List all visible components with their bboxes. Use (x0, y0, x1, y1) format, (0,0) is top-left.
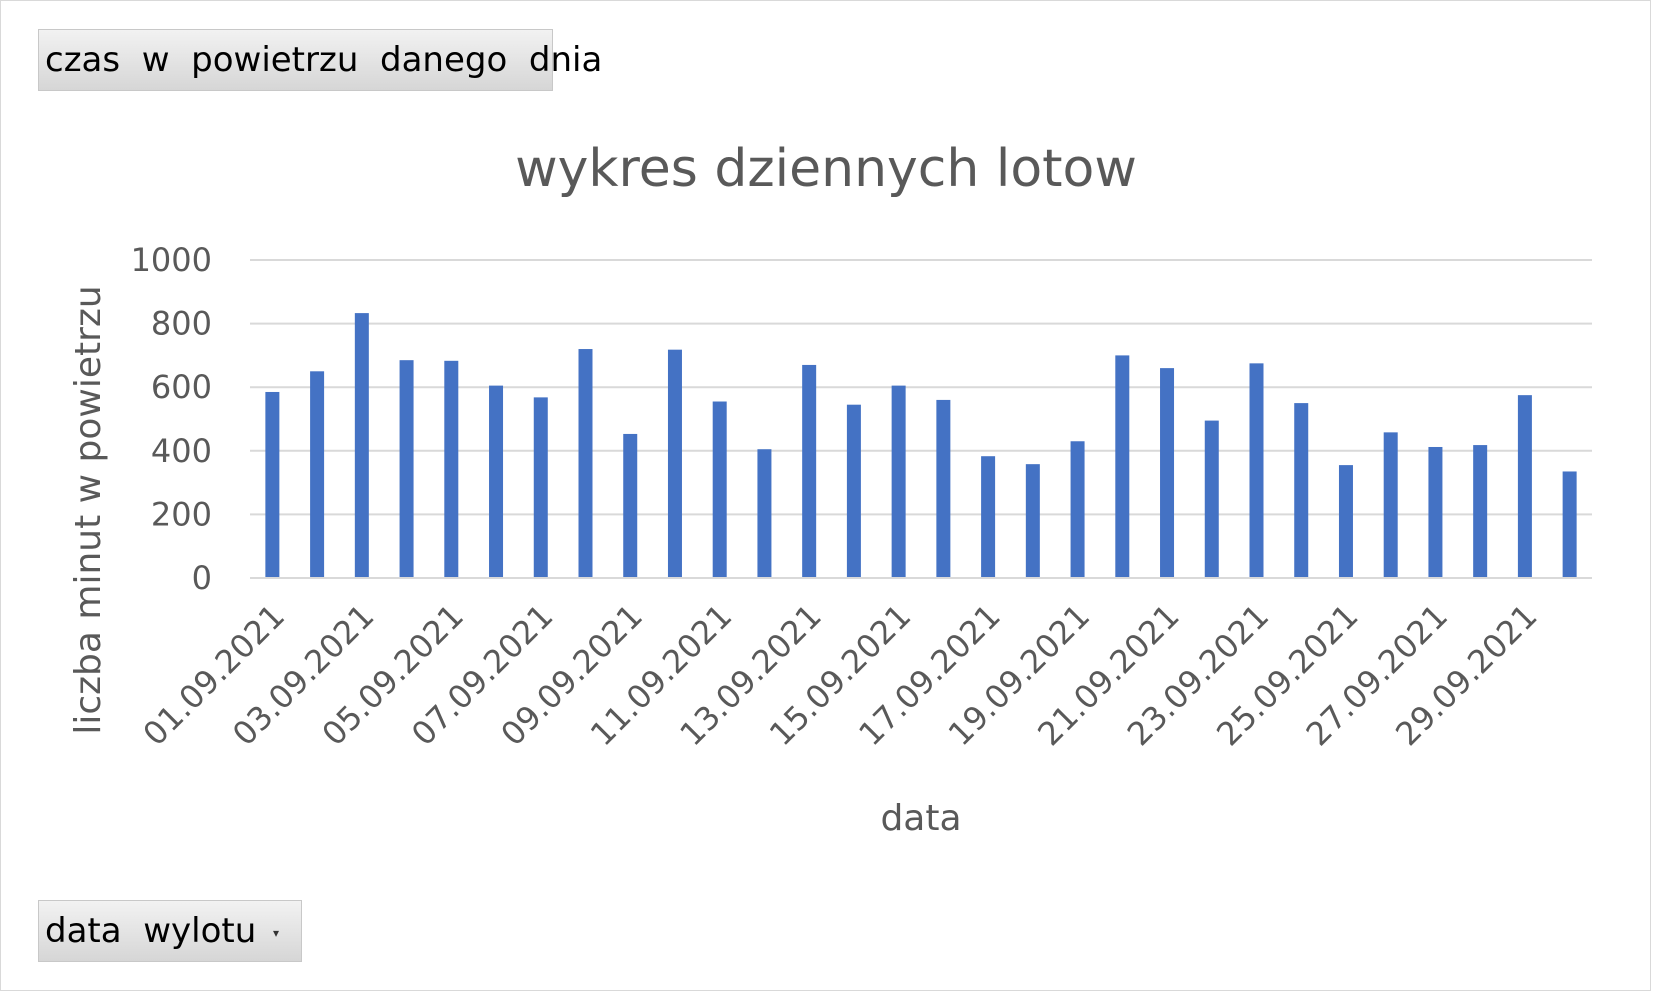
bar (489, 385, 504, 578)
y-axis-title: liczba minut w powietrzu (68, 285, 109, 734)
bar (712, 401, 727, 578)
bar (891, 385, 906, 578)
bar (1428, 446, 1443, 578)
bar (1204, 420, 1219, 578)
x-axis-title: data (880, 798, 961, 839)
bar (1249, 363, 1264, 578)
bar (936, 399, 951, 578)
bar (1383, 432, 1398, 578)
bar (265, 391, 280, 578)
bar (846, 404, 861, 578)
bar (1070, 441, 1085, 578)
axis-field-button[interactable]: data wylotu ▾ (38, 900, 302, 962)
y-tick-label: 0 (192, 559, 212, 597)
bar (444, 360, 459, 578)
bar (354, 313, 369, 578)
chart-title: wykres dziennych lotow (515, 139, 1137, 199)
y-tick-label: 400 (151, 432, 212, 470)
bar (1025, 464, 1040, 578)
bar (1473, 445, 1488, 578)
bar (310, 371, 325, 578)
bar (802, 364, 817, 578)
value-field-button[interactable]: czas w powietrzu danego dnia (38, 29, 602, 91)
bar (981, 456, 996, 578)
bar (578, 349, 593, 578)
bar (399, 360, 414, 578)
bar (1115, 355, 1130, 578)
bar (623, 433, 638, 578)
value-field-label: czas w powietrzu danego dnia (45, 40, 603, 80)
axis-field-label: data wylotu (45, 911, 257, 951)
bar (667, 349, 682, 578)
bar (757, 449, 772, 578)
y-tick-label: 800 (151, 305, 212, 343)
bar (1294, 403, 1309, 578)
bar (1338, 465, 1353, 578)
y-tick-label: 600 (151, 368, 212, 406)
chevron-down-icon[interactable]: ▾ (272, 926, 279, 940)
y-tick-label: 200 (151, 495, 212, 533)
bar (1517, 395, 1532, 578)
bar (1160, 368, 1175, 578)
y-tick-label: 1000 (131, 241, 212, 279)
bar (1562, 471, 1577, 578)
bar (533, 397, 548, 578)
